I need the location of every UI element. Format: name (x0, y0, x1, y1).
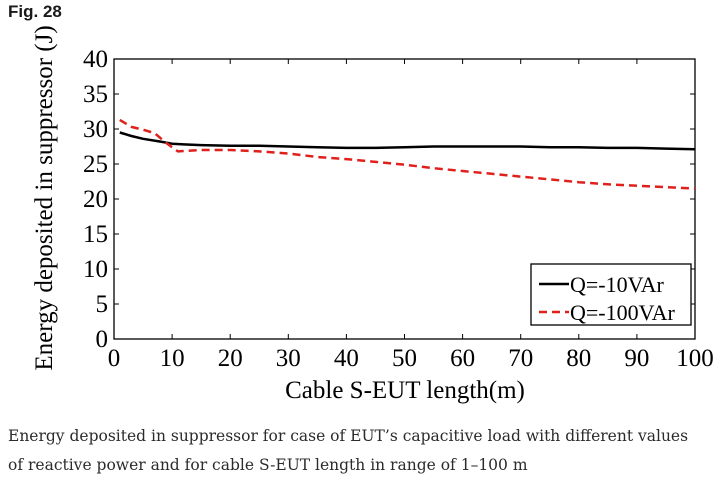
y-tick-label: 15 (83, 221, 108, 248)
x-tick-label: 40 (334, 345, 359, 372)
y-tick-label: 30 (83, 116, 108, 143)
series-line-q10 (119, 131, 696, 151)
y-tick-label: 5 (96, 291, 109, 318)
legend-label-q10: Q=-10VAr (570, 272, 665, 297)
x-tick-label: 80 (566, 345, 591, 372)
y-tick-label: 25 (83, 151, 108, 178)
x-tick-label: 20 (218, 345, 243, 372)
y-axis-title: Energy deposited in suppressor (J) (31, 25, 58, 370)
x-tick-label: 60 (450, 345, 475, 372)
series-line-q100 (119, 118, 696, 190)
x-tick-label: 70 (508, 345, 533, 372)
x-tick-label: 100 (676, 345, 714, 372)
legend-box (530, 263, 692, 326)
x-tick-label: 50 (392, 345, 417, 372)
x-tick-label: 90 (624, 345, 649, 372)
legend-label-q100: Q=-100VAr (570, 300, 676, 325)
figure-caption: Energy deposited in suppressor for case … (8, 427, 689, 474)
x-tick-label: 10 (160, 345, 185, 372)
y-tick-label: 0 (96, 326, 109, 353)
y-tick-label: 20 (83, 186, 108, 213)
x-tick-label: 0 (108, 345, 121, 372)
y-tick-label: 40 (83, 46, 108, 73)
line-chart: 0 10 20 30 40 50 60 70 80 90 100 0 5 10 15 20 25 30 35 40 C… (31, 25, 714, 404)
x-tick-label: 30 (276, 345, 301, 372)
y-tick-label: 35 (83, 81, 108, 108)
legend: Q=-10VAr Q=-100VAr (530, 263, 692, 326)
y-tick-label: 10 (83, 256, 108, 283)
figure-label: Fig. 28 (8, 2, 62, 21)
x-axis-title: Cable S-EUT length(m) (285, 377, 525, 404)
